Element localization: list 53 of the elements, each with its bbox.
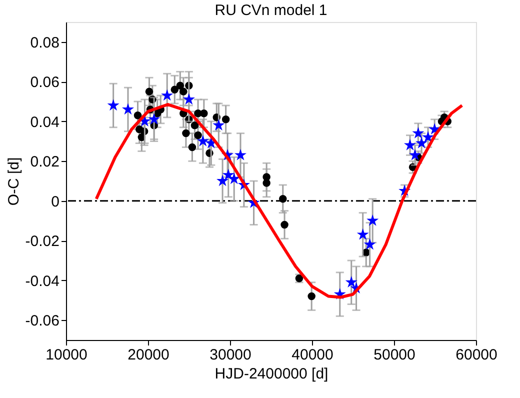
point: [216, 174, 229, 186]
point: [170, 86, 179, 94]
point: [416, 136, 428, 148]
point: [408, 148, 422, 160]
point: [176, 82, 184, 90]
y-tick-label: 0.04: [30, 114, 60, 131]
y-axis-title: O-C [d]: [5, 157, 22, 206]
point: [107, 99, 120, 111]
point: [279, 195, 287, 203]
point: [222, 168, 234, 180]
point: [234, 148, 247, 160]
point: [280, 220, 288, 229]
point: [122, 103, 134, 115]
point: [161, 89, 174, 101]
x-tick-label: 10000: [46, 346, 88, 364]
x-tick-label: 40000: [292, 346, 334, 364]
x-tick-label: 60000: [456, 346, 498, 364]
x-axis-title: HJD-2400000 [d]: [214, 366, 328, 382]
y-tick-label: -0.06: [25, 312, 60, 330]
point: [366, 214, 379, 226]
y-tick-label: 0.02: [30, 154, 60, 171]
point: [145, 88, 154, 96]
point: [356, 228, 369, 240]
point: [262, 179, 270, 187]
point: [345, 276, 358, 288]
y-tick-label: 0.08: [30, 34, 60, 52]
point: [190, 121, 199, 130]
point: [200, 110, 208, 118]
chart-title: RU CVn model 1: [214, 2, 328, 19]
y-tick-label: -0.04: [25, 272, 60, 290]
point: [196, 134, 209, 146]
point: [188, 143, 196, 152]
point: [308, 292, 316, 300]
line-series: [94, 102, 464, 299]
y-tick-label: 0: [51, 193, 60, 210]
point: [194, 131, 202, 140]
y-tick-label: 0.06: [30, 74, 60, 92]
point: [182, 129, 190, 138]
x-tick-label: 50000: [374, 346, 416, 364]
point: [412, 126, 424, 138]
point: [182, 93, 195, 105]
point: [148, 113, 160, 125]
point: [134, 112, 142, 120]
x-tick-label: 30000: [210, 346, 252, 364]
point: [422, 130, 434, 142]
point: [180, 88, 188, 96]
y-tick-label: -0.02: [25, 233, 60, 250]
point: [364, 238, 376, 250]
x-tick-label: 20000: [128, 346, 170, 364]
point: [222, 116, 230, 124]
point: [404, 138, 416, 150]
point: [212, 119, 225, 130]
point: [228, 172, 240, 184]
